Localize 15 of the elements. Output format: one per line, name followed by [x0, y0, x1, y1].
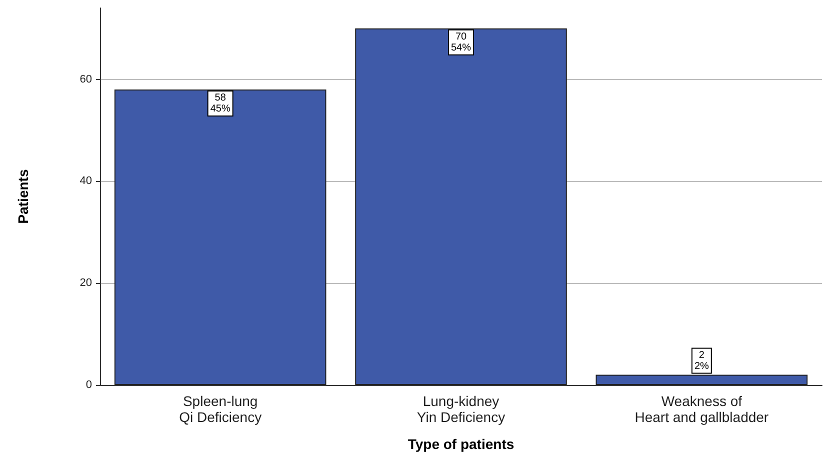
bar: [114, 90, 326, 385]
y-tick-label: 40: [80, 175, 92, 188]
bar: [596, 374, 808, 385]
x-tick-label: Spleen-lung Qi Deficiency: [179, 393, 262, 425]
x-axis-title: Type of patients: [408, 436, 514, 452]
y-tick-label: 20: [80, 277, 92, 290]
data-label: 2 2%: [694, 350, 709, 372]
x-tick-label: Weakness of Heart and gallbladder: [634, 393, 769, 425]
y-tick-label: 0: [86, 379, 92, 391]
y-tick-label: 60: [80, 73, 92, 86]
x-tick-label: Lung-kidney Yin Deficiency: [416, 393, 506, 425]
data-label: 70 54%: [450, 31, 472, 54]
data-label: 58 45%: [210, 92, 230, 115]
y-axis-title: Patients: [15, 169, 31, 224]
bar: [355, 28, 567, 385]
